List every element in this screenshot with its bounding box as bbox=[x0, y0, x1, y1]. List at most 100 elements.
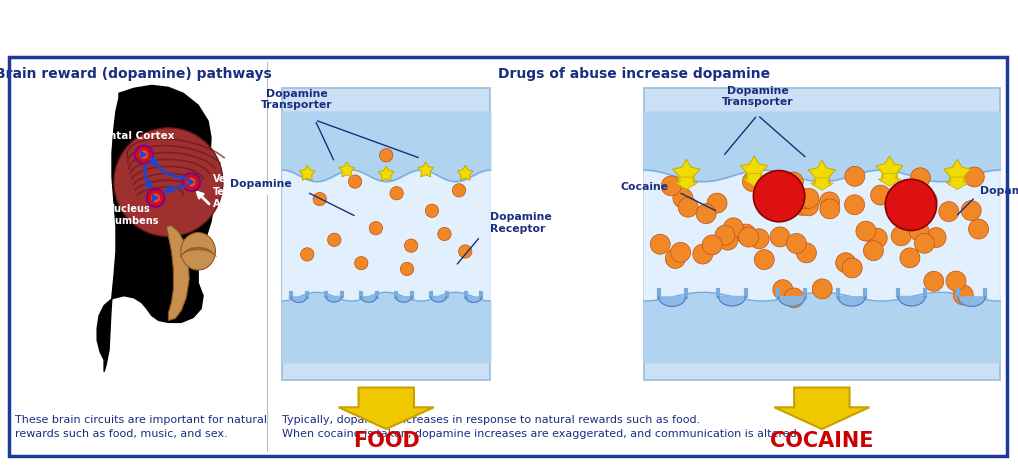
Polygon shape bbox=[97, 86, 215, 372]
Circle shape bbox=[328, 233, 341, 247]
Polygon shape bbox=[946, 177, 969, 190]
Text: DRUGS OF ABUSE TARGET THE BRAIN'S PLEASURE CENTER: DRUGS OF ABUSE TARGET THE BRAIN'S PLEASU… bbox=[109, 18, 909, 42]
Circle shape bbox=[784, 288, 804, 308]
Circle shape bbox=[426, 204, 439, 217]
Circle shape bbox=[182, 173, 201, 191]
Polygon shape bbox=[898, 296, 925, 306]
Circle shape bbox=[799, 189, 818, 208]
Circle shape bbox=[370, 221, 383, 235]
Polygon shape bbox=[879, 174, 901, 186]
Circle shape bbox=[787, 234, 806, 253]
Circle shape bbox=[819, 199, 840, 219]
Circle shape bbox=[845, 195, 864, 215]
Circle shape bbox=[354, 256, 367, 270]
Circle shape bbox=[909, 196, 929, 216]
Polygon shape bbox=[291, 297, 306, 302]
Circle shape bbox=[819, 192, 840, 212]
Circle shape bbox=[946, 271, 966, 291]
Circle shape bbox=[845, 166, 864, 186]
Polygon shape bbox=[673, 159, 700, 185]
Circle shape bbox=[662, 176, 681, 196]
Circle shape bbox=[812, 279, 832, 299]
Circle shape bbox=[870, 185, 891, 205]
Polygon shape bbox=[743, 174, 766, 186]
Polygon shape bbox=[775, 388, 869, 429]
Polygon shape bbox=[675, 177, 697, 190]
Polygon shape bbox=[431, 296, 447, 302]
Circle shape bbox=[770, 227, 790, 247]
Circle shape bbox=[438, 227, 451, 241]
Polygon shape bbox=[152, 194, 159, 203]
Ellipse shape bbox=[181, 233, 216, 270]
Circle shape bbox=[404, 239, 417, 252]
Circle shape bbox=[400, 263, 413, 276]
Polygon shape bbox=[167, 226, 189, 321]
Polygon shape bbox=[417, 162, 434, 177]
Circle shape bbox=[390, 187, 403, 200]
Polygon shape bbox=[339, 162, 354, 177]
Text: These brain circuits are important for natural
rewards such as food, music, and : These brain circuits are important for n… bbox=[15, 415, 267, 439]
Polygon shape bbox=[326, 296, 342, 302]
Circle shape bbox=[708, 193, 727, 213]
Circle shape bbox=[768, 181, 788, 201]
Circle shape bbox=[798, 196, 818, 216]
Polygon shape bbox=[740, 156, 768, 182]
Circle shape bbox=[696, 204, 716, 224]
Polygon shape bbox=[457, 165, 473, 180]
Polygon shape bbox=[808, 160, 836, 186]
Circle shape bbox=[458, 245, 472, 258]
Text: Ventral
Tegmental
Area: Ventral Tegmental Area bbox=[213, 174, 271, 209]
Circle shape bbox=[348, 175, 361, 188]
Polygon shape bbox=[958, 297, 985, 307]
Circle shape bbox=[673, 188, 693, 208]
Circle shape bbox=[917, 190, 938, 211]
Polygon shape bbox=[659, 297, 686, 307]
Circle shape bbox=[910, 168, 930, 188]
Polygon shape bbox=[339, 388, 434, 429]
Circle shape bbox=[736, 224, 756, 244]
Polygon shape bbox=[396, 297, 411, 302]
Circle shape bbox=[886, 179, 937, 230]
Circle shape bbox=[753, 170, 805, 222]
Text: Drugs of abuse increase dopamine: Drugs of abuse increase dopamine bbox=[498, 66, 770, 80]
Bar bbox=[282, 88, 491, 380]
Circle shape bbox=[792, 196, 811, 215]
Polygon shape bbox=[944, 159, 971, 185]
Circle shape bbox=[909, 221, 929, 241]
Circle shape bbox=[968, 219, 988, 239]
Polygon shape bbox=[838, 297, 865, 306]
Text: Dopamine: Dopamine bbox=[980, 186, 1018, 196]
Polygon shape bbox=[876, 156, 903, 182]
Circle shape bbox=[300, 248, 314, 261]
Circle shape bbox=[926, 227, 946, 248]
Circle shape bbox=[742, 172, 762, 191]
Circle shape bbox=[678, 197, 698, 217]
Circle shape bbox=[961, 201, 981, 220]
Text: Dopamine
Transporter: Dopamine Transporter bbox=[722, 86, 793, 107]
Circle shape bbox=[754, 249, 775, 270]
Circle shape bbox=[783, 172, 803, 192]
Text: Brain reward (dopamine) pathways: Brain reward (dopamine) pathways bbox=[0, 66, 272, 80]
Polygon shape bbox=[810, 178, 834, 190]
Text: Dopamine
Receptor: Dopamine Receptor bbox=[491, 212, 552, 234]
Circle shape bbox=[867, 228, 888, 248]
Circle shape bbox=[314, 192, 327, 206]
Text: Nucleus
Accumbens: Nucleus Accumbens bbox=[97, 204, 159, 227]
Polygon shape bbox=[379, 166, 394, 181]
Circle shape bbox=[856, 221, 875, 241]
Circle shape bbox=[671, 242, 690, 262]
Circle shape bbox=[964, 167, 984, 187]
Polygon shape bbox=[187, 178, 194, 187]
Circle shape bbox=[724, 218, 743, 238]
Ellipse shape bbox=[114, 128, 223, 236]
Circle shape bbox=[891, 226, 911, 246]
Polygon shape bbox=[360, 297, 377, 302]
Polygon shape bbox=[140, 150, 148, 159]
Circle shape bbox=[151, 194, 160, 203]
Text: FOOD: FOOD bbox=[353, 431, 419, 451]
Circle shape bbox=[452, 183, 465, 197]
Text: Frontal Cortex: Frontal Cortex bbox=[90, 131, 174, 141]
Circle shape bbox=[773, 280, 793, 300]
Circle shape bbox=[718, 230, 738, 250]
Circle shape bbox=[953, 285, 973, 305]
